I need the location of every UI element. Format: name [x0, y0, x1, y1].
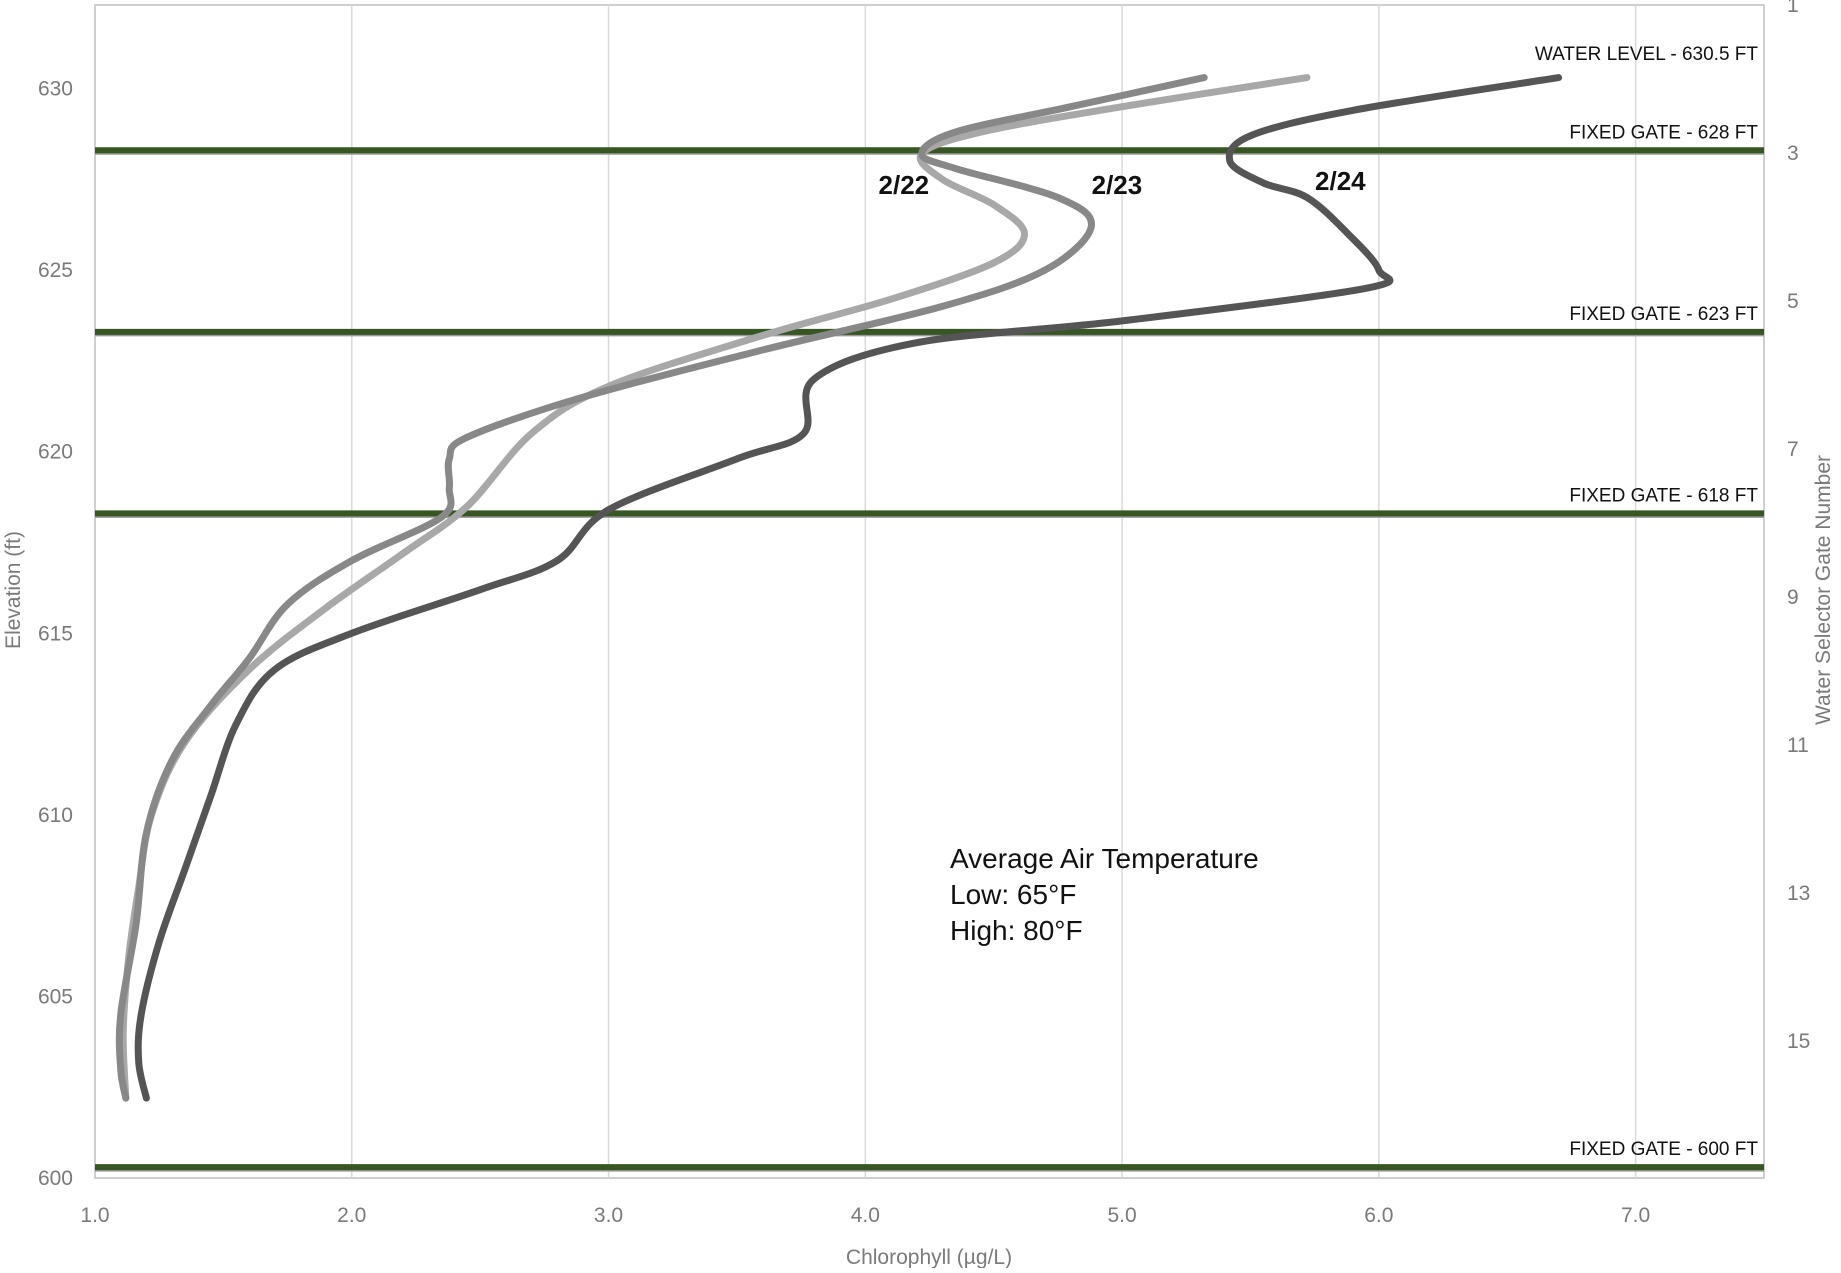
grid-lines: [351, 5, 1637, 1178]
x-tick-label: 2.0: [337, 1204, 366, 1227]
x-tick-label: 4.0: [851, 1204, 880, 1227]
y2-tick-label: 3: [1787, 142, 1799, 165]
y2-tick-label: 15: [1787, 1030, 1810, 1053]
note-line-title: Average Air Temperature: [950, 843, 1259, 874]
y2-tick-label: 13: [1787, 882, 1810, 905]
y2-tick-label: 1: [1787, 0, 1799, 17]
plot-area-border: [94, 4, 1765, 1179]
fixed-gate-lines: [95, 147, 1764, 1172]
y2-tick-label: 11: [1787, 734, 1809, 757]
series-label: 2/22: [879, 170, 930, 200]
y-tick-label: 615: [38, 622, 73, 645]
gate-label: FIXED GATE - 623 FT: [1569, 304, 1758, 325]
y2-tick-label: 9: [1787, 586, 1799, 609]
gate-label: FIXED GATE - 628 FT: [1569, 122, 1758, 143]
y-tick-label: 600: [38, 1167, 73, 1190]
series-lines: [115, 74, 1563, 1102]
series-line-2-24: [134, 74, 1563, 1102]
water-level-label: WATER LEVEL - 630.5 FT: [1535, 44, 1759, 65]
y-tick-label: 610: [38, 804, 73, 827]
labels: 1.0 2.0 3.0 4.0 5.0 6.0 7.0 600 605 610 615 620 625 6…: [38, 0, 1810, 1227]
x-tick-label: 7.0: [1621, 1204, 1650, 1227]
y-tick-label: 625: [38, 259, 73, 282]
air-temperature-note: Average Air Temperature Low: 65°F High: …: [950, 843, 1259, 946]
x-axis-title: Chlorophyll (µg/L): [846, 1246, 1012, 1268]
series-label: 2/23: [1092, 170, 1143, 200]
y-axis-title: Elevation (ft): [2, 531, 25, 649]
y2-axis-title: Water Selector Gate Number: [1812, 455, 1835, 725]
y2-tick-label: 7: [1787, 438, 1799, 461]
gate-label: FIXED GATE - 618 FT: [1569, 485, 1758, 506]
y-tick-label: 630: [38, 78, 73, 101]
note-line-high: High: 80°F: [950, 915, 1083, 946]
gate-label: FIXED GATE - 600 FT: [1569, 1139, 1758, 1160]
y-tick-label: 620: [38, 441, 73, 464]
y2-tick-label: 5: [1787, 290, 1799, 313]
x-tick-label: 3.0: [594, 1204, 623, 1227]
x-tick-label: 1.0: [80, 1204, 109, 1227]
y-tick-label: 605: [38, 985, 73, 1008]
series-label: 2/24: [1315, 166, 1366, 196]
series-line-2-22: [119, 74, 1311, 1102]
note-line-low: Low: 65°F: [950, 879, 1076, 910]
series-line-2-23: [115, 74, 1208, 1102]
x-tick-label: 6.0: [1364, 1204, 1393, 1227]
x-tick-label: 5.0: [1107, 1204, 1136, 1227]
